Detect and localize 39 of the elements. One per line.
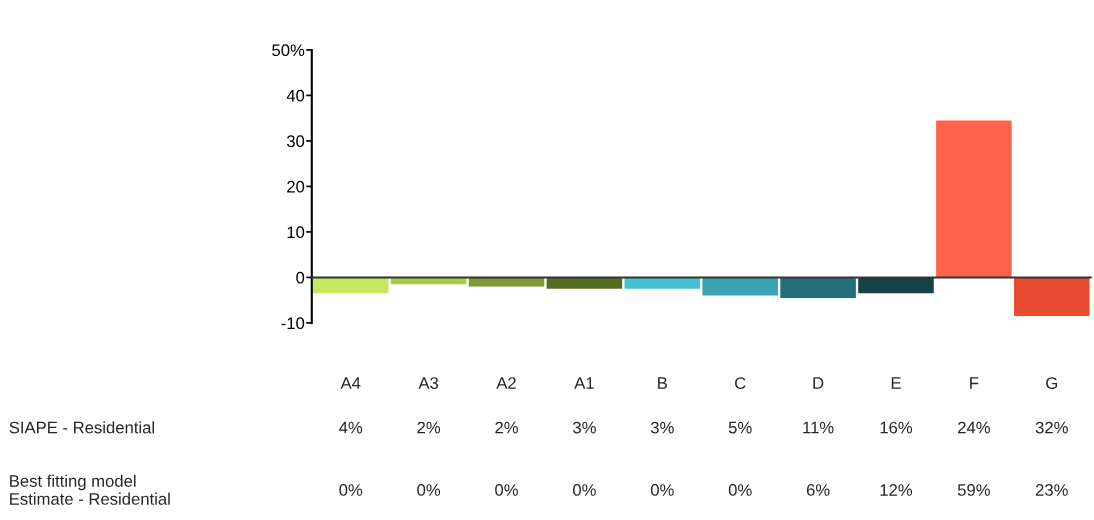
y-tick-label: 50% [272, 44, 305, 57]
text: Best fitting model Estimate - Residential [10, 474, 170, 505]
y-tick-label: 20 [287, 180, 305, 193]
text: 0% [495, 484, 518, 496]
x-tick-label: E [891, 377, 901, 389]
x-tick-label: G [1046, 377, 1058, 389]
x-tick-label: D [813, 377, 824, 389]
text: 0% [339, 484, 363, 496]
text: 11% [803, 421, 834, 434]
text: 0% [650, 484, 674, 496]
x-tick-label: A3 [418, 377, 439, 389]
text: 3% [573, 421, 596, 434]
text: 2% [495, 421, 518, 434]
text: 6% [806, 484, 830, 496]
text: 12% [880, 484, 913, 496]
text: 2% [417, 421, 441, 434]
y-tick-label: 0 [296, 271, 305, 284]
x-tick-label: A4 [340, 377, 361, 389]
text: 3% [650, 421, 674, 434]
text: 32% [1035, 421, 1068, 434]
x-tick-label: C [735, 377, 746, 389]
text: 23% [1035, 484, 1068, 496]
x-tick-label: F [970, 377, 979, 389]
text: 59% [957, 484, 990, 496]
text: 16% [880, 421, 913, 434]
text: SIAPE - Residential [9, 421, 154, 434]
text: 0% [728, 484, 752, 496]
text: 0% [573, 484, 596, 496]
x-tick-label: A1 [574, 377, 594, 389]
y-tick-label: 10 [287, 226, 305, 239]
y-tick-label: -10 [281, 317, 305, 330]
text: 0% [417, 484, 441, 496]
x-tick-label: A2 [496, 377, 516, 389]
text: 24% [958, 421, 990, 434]
y-tick-label: 30 [286, 135, 305, 148]
x-tick-label: B [658, 377, 667, 389]
text: 4% [339, 421, 363, 434]
text: 5% [728, 421, 752, 434]
y-tick-label: 40 [286, 89, 305, 102]
